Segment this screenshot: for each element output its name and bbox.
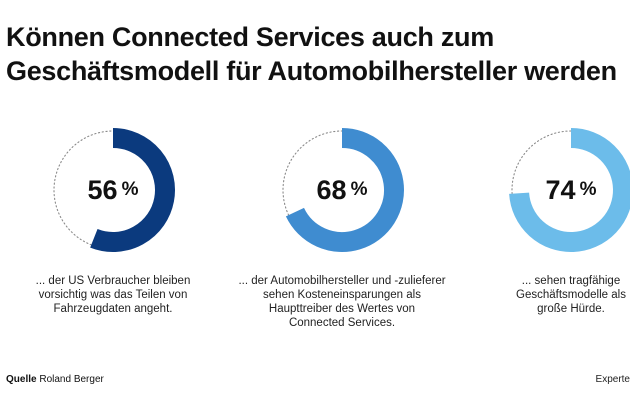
source-name: Roland Berger xyxy=(39,374,104,385)
page-title: Können Connected Services auch zum Gesch… xyxy=(6,20,630,88)
donut-value-3: 74% xyxy=(545,174,597,205)
donut-caption-2: ... der Automobilhersteller und -zuliefe… xyxy=(238,275,446,329)
title-line-1: Können Connected Services auch zum xyxy=(6,22,494,52)
donut-svg-1 xyxy=(53,128,175,252)
donut-remainder-arc-1 xyxy=(53,130,114,246)
right-footer-note: Experte xyxy=(595,374,630,385)
donut-svg-2 xyxy=(282,128,404,252)
donut-remainder-arc-2 xyxy=(282,130,343,216)
donut-value-arc-3 xyxy=(509,128,630,252)
donut-value-1: 56% xyxy=(87,174,139,205)
donut-remainder-arc-3 xyxy=(511,130,572,195)
donut-value-arc-1 xyxy=(90,128,175,252)
donut-value-arc-2 xyxy=(285,128,404,252)
source-label: Quelle xyxy=(6,374,37,385)
donut-value-2: 68% xyxy=(316,174,368,205)
donut-svg-3 xyxy=(509,128,630,252)
donut-chart-2: 68% xyxy=(277,125,407,255)
donut-caption-3: ... sehen tragfähige Geschäftsmodelle al… xyxy=(516,275,626,315)
donut-chart-3: 74% xyxy=(506,125,630,255)
title-line-2: Geschäftsmodell für Automobilhersteller … xyxy=(6,56,617,86)
source-note: Quelle Roland Berger xyxy=(6,374,104,385)
donut-caption-1: ... der US Verbraucher bleiben vorsichti… xyxy=(35,275,191,315)
donut-chart-1: 56% xyxy=(48,125,178,255)
